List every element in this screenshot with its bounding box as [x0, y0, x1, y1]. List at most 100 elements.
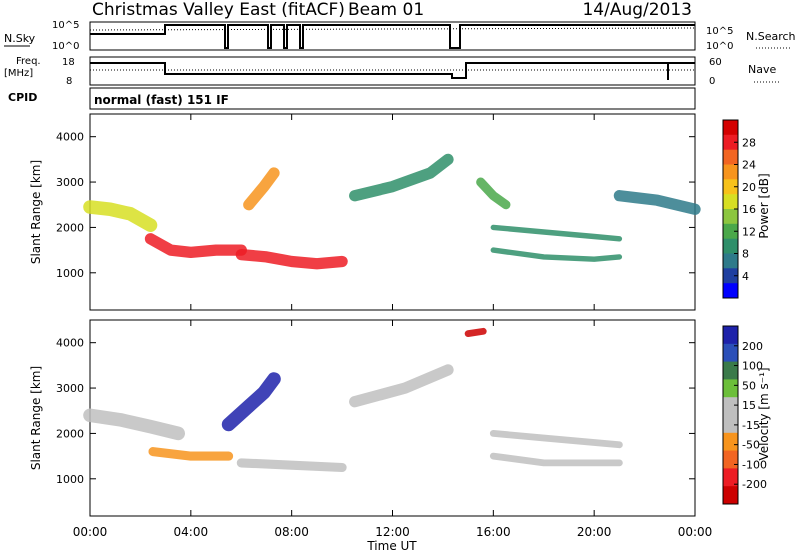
power-echo-band-8 — [613, 190, 701, 215]
power-colorbar-tick-label: 8 — [742, 248, 749, 261]
velocity-colorbar-swatch — [723, 468, 738, 487]
velocity-colorbar-swatch — [723, 343, 738, 363]
velocity-ylabel: Slant Range [km] — [29, 366, 43, 470]
nsky-label: N.Sky — [4, 32, 36, 45]
freq-tick-bottom: 8 — [66, 76, 72, 87]
velocity-colorbar-tick-label: -200 — [742, 478, 767, 491]
power-echo-band-7 — [490, 247, 623, 262]
power-ytick-label: 1000 — [56, 267, 84, 280]
beam-label: Beam 01 — [348, 0, 424, 20]
power-colorbar-label: Power [dB] — [757, 173, 771, 238]
velocity-ytick-label: 4000 — [56, 337, 84, 350]
power-colorbar-swatch — [723, 223, 738, 240]
plot-title: Christmas Valley East (fitACF) — [92, 0, 345, 20]
velocity-echo-band-6 — [489, 452, 623, 467]
cpid-label: CPID — [8, 91, 37, 104]
velocity-echo-band-0 — [83, 408, 185, 441]
power-colorbar-swatch — [723, 164, 738, 180]
velocity-colorbar-tick-label: 200 — [742, 340, 763, 353]
power-colorbar-swatch — [723, 194, 738, 210]
velocity-echo-band-3 — [236, 458, 347, 473]
power-colorbar-swatch — [723, 238, 738, 254]
power-echo-band-6 — [490, 224, 623, 242]
nsky-panel — [89, 21, 696, 51]
nave-tick-bottom: 0 — [709, 76, 715, 87]
time-tick-label: 04:00 — [174, 525, 209, 539]
velocity-colorbar-tick-label: -50 — [742, 439, 760, 452]
power-colorbar-tick-label: 16 — [742, 203, 756, 216]
power-echo-band-3 — [243, 167, 280, 211]
velocity-colorbar-swatch — [723, 432, 738, 452]
power-colorbar-tick-label: 24 — [742, 159, 756, 172]
time-tick-label: 00:00 — [73, 525, 108, 539]
power-data-layer — [83, 153, 701, 270]
velocity-data-layer — [83, 327, 623, 473]
velocity-colorbar-swatch — [723, 397, 738, 416]
time-tick-label: 16:00 — [476, 525, 511, 539]
velocity-colorbar-tick-label: 100 — [742, 360, 763, 373]
velocity-echo-band-1 — [148, 447, 234, 461]
nave-label: Nave — [748, 63, 776, 76]
power-echo-band-1 — [144, 233, 247, 259]
nsearch-trace — [89, 27, 696, 31]
nsky-trace — [90, 24, 695, 49]
velocity-colorbar-swatch — [723, 486, 738, 505]
power-panel: 4000 3000 2000 1000 Slant Range [km] — [29, 113, 701, 311]
velocity-colorbar: 200 100 50 15 -15 -50 -100 -200 — [722, 325, 767, 505]
velocity-colorbar-tick-label: 15 — [742, 399, 756, 412]
power-colorbar-tick-label: 28 — [742, 136, 756, 149]
freq-trace — [90, 62, 695, 79]
nsky-tick-bottom: 10^0 — [52, 41, 79, 52]
power-colorbar-swatch — [723, 209, 738, 225]
cpid-text: normal (fast) 151 IF — [94, 93, 229, 107]
time-tick-label: 08:00 — [274, 525, 309, 539]
freq-label: Freq. — [16, 56, 41, 67]
power-axis-ticks: 4000 3000 2000 1000 — [56, 114, 696, 310]
power-colorbar-swatch — [723, 253, 738, 269]
date-label: 14/Aug/2013 — [582, 0, 692, 20]
power-colorbar-swatch — [723, 149, 738, 165]
velocity-colorbar-swatch — [723, 361, 738, 380]
nave-tick-top: 60 — [709, 57, 722, 68]
velocity-panel: 4000 3000 2000 1000 Slant Range [km] — [29, 319, 696, 517]
velocity-echo-band-5 — [489, 429, 623, 449]
power-colorbar-swatch — [723, 283, 738, 299]
power-colorbar-tick-label: 4 — [742, 270, 749, 283]
power-colorbar-swatch — [723, 120, 738, 136]
time-tick-label: 12:00 — [375, 525, 410, 539]
freq-panel — [89, 56, 696, 86]
time-tick-label: 20:00 — [577, 525, 612, 539]
power-colorbar-swatch — [723, 268, 738, 284]
velocity-colorbar-frame — [722, 325, 739, 505]
power-ytick-label: 4000 — [56, 131, 84, 144]
power-colorbar-swatch — [723, 179, 738, 195]
nsearch-label: N.Search — [746, 30, 796, 43]
power-colorbar-tick-label: 20 — [742, 181, 756, 194]
power-ytick-label: 3000 — [56, 176, 84, 189]
velocity-colorbar-tick-label: -100 — [742, 458, 767, 471]
freq-tick-top: 18 — [62, 57, 75, 68]
time-tick-label: 00:00 — [678, 525, 713, 539]
velocity-ytick-label: 2000 — [56, 427, 84, 440]
power-ylabel: Slant Range [km] — [29, 160, 43, 264]
velocity-ytick-label: 3000 — [56, 382, 84, 395]
nsearch-tick-top: 10^5 — [706, 26, 733, 37]
velocity-colorbar-swatch — [723, 326, 738, 345]
power-echo-band-2 — [235, 248, 348, 270]
power-colorbar-swatch — [723, 134, 738, 151]
power-colorbar-tick-label: 12 — [742, 225, 756, 238]
velocity-echo-band-2 — [221, 372, 281, 432]
freq-unit-label: [MHz] — [4, 68, 33, 79]
time-axis-ticks: 00:00 04:00 08:00 12:00 16:00 20:00 00:00 — [73, 525, 713, 539]
velocity-colorbar-swatch — [723, 379, 738, 398]
velocity-colorbar-tick-label: 50 — [742, 379, 756, 392]
power-colorbar: 28 24 20 16 12 8 4 — [722, 119, 756, 299]
power-echo-band-0 — [83, 200, 158, 232]
velocity-echo-band-4 — [349, 364, 454, 408]
nsky-tick-top: 10^5 — [52, 20, 79, 31]
time-axis-label: Time UT — [366, 539, 417, 553]
velocity-colorbar-label: Velocity [m s⁻¹] — [757, 367, 771, 460]
nsearch-tick-bottom: 10^0 — [706, 41, 733, 52]
power-ytick-label: 2000 — [56, 221, 84, 234]
